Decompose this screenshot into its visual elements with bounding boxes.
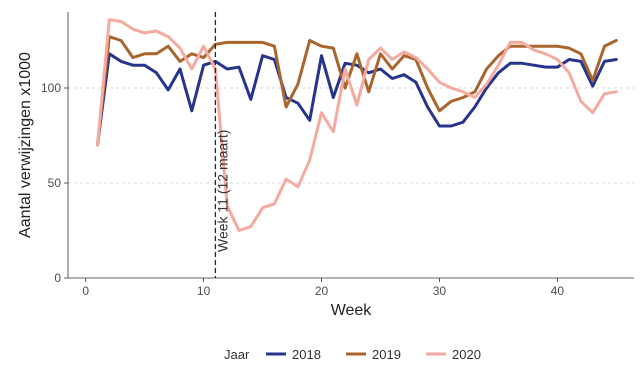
x-tick-label: 10 bbox=[197, 284, 211, 298]
x-tick-label: 30 bbox=[433, 284, 447, 298]
x-tick-label: 0 bbox=[82, 284, 89, 298]
x-tick-label: 40 bbox=[551, 284, 565, 298]
x-axis-title: Week bbox=[331, 302, 373, 319]
series-line-2018 bbox=[96, 52, 618, 147]
x-tick-label: 20 bbox=[315, 284, 329, 298]
y-tick-label: 0 bbox=[54, 271, 61, 285]
axes bbox=[67, 12, 634, 279]
legend-title: Jaar bbox=[224, 347, 250, 362]
y-axis-title: Aantal verwijzingen x1000 bbox=[17, 52, 34, 238]
series-lines bbox=[96, 18, 618, 232]
legend-label-2020: 2020 bbox=[452, 347, 481, 362]
y-tick-label: 50 bbox=[48, 176, 62, 190]
legend: Jaar 2018 2019 2020 bbox=[224, 347, 481, 362]
grid-lines bbox=[68, 87, 634, 184]
legend-label-2019: 2019 bbox=[372, 347, 401, 362]
tick-labels: 0 50 100 0 10 20 30 40 bbox=[41, 81, 564, 298]
legend-label-2018: 2018 bbox=[292, 347, 321, 362]
y-tick-label: 100 bbox=[41, 81, 61, 95]
annotation-label: Week 11 (12 maart) bbox=[214, 130, 230, 252]
annotation: Week 11 (12 maart) bbox=[214, 12, 230, 278]
series-line-2020 bbox=[96, 18, 618, 232]
